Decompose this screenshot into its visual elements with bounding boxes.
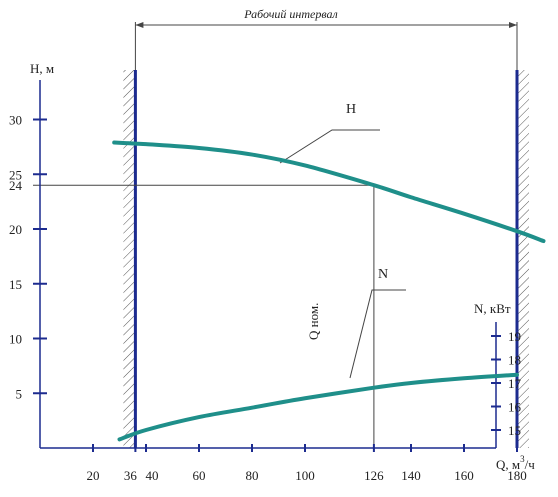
y-left-tick-label: 15 xyxy=(9,277,22,292)
y-left-tick-label: 30 xyxy=(9,113,22,128)
banner-arrow-end xyxy=(509,22,517,28)
y-axis-left-title: H, м xyxy=(30,61,54,76)
x-tick-label: 36 xyxy=(124,468,138,483)
y-right-tick-label: 16 xyxy=(508,400,522,415)
y-left-tick-label: 20 xyxy=(9,222,22,237)
x-tick-label: 40 xyxy=(146,468,159,483)
hatch-right xyxy=(517,70,529,448)
x-tick-label: 100 xyxy=(295,468,315,483)
x-axis-title: Q, м3/ч xyxy=(496,454,535,472)
y-axis-right-title: N, кВт xyxy=(474,301,511,316)
nominal-flow-label: Q ном. xyxy=(306,303,321,340)
x-tick-label: 160 xyxy=(454,468,474,483)
banner-arrow-start xyxy=(135,22,144,28)
x-tick-label: 20 xyxy=(87,468,100,483)
y-right-tick-label: 18 xyxy=(508,353,521,368)
chart-text: Рабочий интервал H, м N, кВт Q, м3/ч Q н… xyxy=(9,7,535,483)
curves xyxy=(112,140,546,442)
curve-h xyxy=(112,140,546,244)
x-axis-title-tail: /ч xyxy=(525,457,536,472)
y-left-tick-label: 24 xyxy=(9,178,23,193)
x-axis-title-base: Q, м xyxy=(496,457,520,472)
x-tick-label: 80 xyxy=(246,468,259,483)
x-axis-title-power: 3 xyxy=(520,454,525,464)
x-tick-label: 140 xyxy=(401,468,421,483)
leader-n xyxy=(349,289,406,379)
hatch-left xyxy=(123,70,136,448)
y-right-tick-label: 17 xyxy=(508,376,522,391)
y-left-tick-label: 25 xyxy=(9,167,22,182)
x-tick-label: 126 xyxy=(364,468,384,483)
axes xyxy=(33,80,518,452)
boundary-hatching xyxy=(123,70,529,448)
y-right-tick-label: 15 xyxy=(508,423,521,438)
x-tick-label: 180 xyxy=(507,468,527,483)
y-left-tick-label: 5 xyxy=(16,386,23,401)
y-left-tick-label: 10 xyxy=(9,332,22,347)
curve-n xyxy=(117,372,519,442)
guide-lines xyxy=(33,22,518,448)
curve-n-label: N xyxy=(378,267,388,282)
leader-h xyxy=(279,129,380,164)
curve-h-label: H xyxy=(346,102,356,117)
x-tick-label: 60 xyxy=(193,468,206,483)
y-right-tick-label: 19 xyxy=(508,329,521,344)
working-range-label: Рабочий интервал xyxy=(243,7,337,21)
